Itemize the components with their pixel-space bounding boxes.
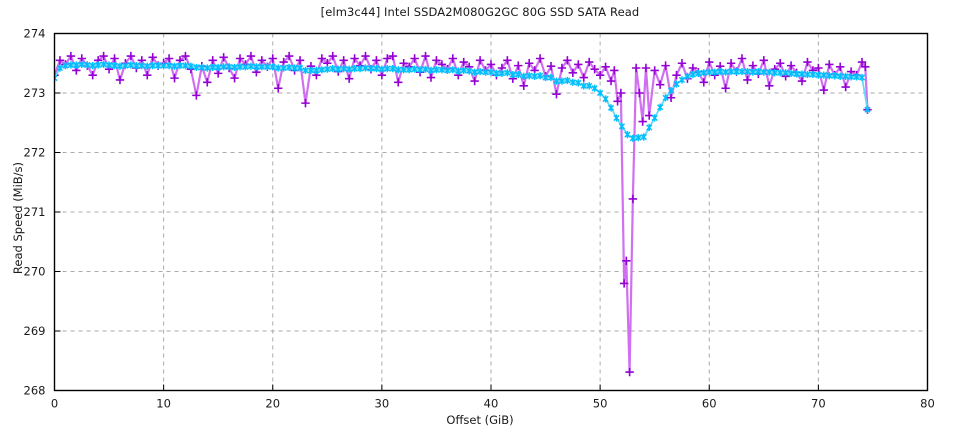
svg-text:274: 274 [24,27,46,41]
svg-text:20: 20 [265,397,280,411]
svg-text:30: 30 [375,397,390,411]
svg-text:40: 40 [484,397,499,411]
plot-frame [53,32,929,392]
svg-text:272: 272 [24,146,46,160]
gridlines [54,33,928,391]
svg-text:10: 10 [156,397,171,411]
svg-text:269: 269 [24,324,46,338]
svg-text:70: 70 [811,397,826,411]
svg-text:80: 80 [920,397,935,411]
svg-text:271: 271 [24,205,46,219]
svg-text:60: 60 [702,397,717,411]
axis-tick-labels: 268 269 270 271 272 273 274 0 10 20 30 40 50 60 70 80 [24,27,935,411]
chart-title: [elm3c44] Intel SSDA2M080G2GC 80G SSD SA… [320,5,640,19]
data-series-layer [54,51,872,377]
svg-text:0: 0 [51,397,58,411]
svg-text:270: 270 [24,265,46,279]
svg-text:268: 268 [24,384,46,398]
x-axis-label: Offset (GiB) [446,413,514,427]
y-axis-label: Read Speed (MiB/s) [11,161,25,275]
svg-text:50: 50 [593,397,608,411]
svg-text:273: 273 [24,86,46,100]
